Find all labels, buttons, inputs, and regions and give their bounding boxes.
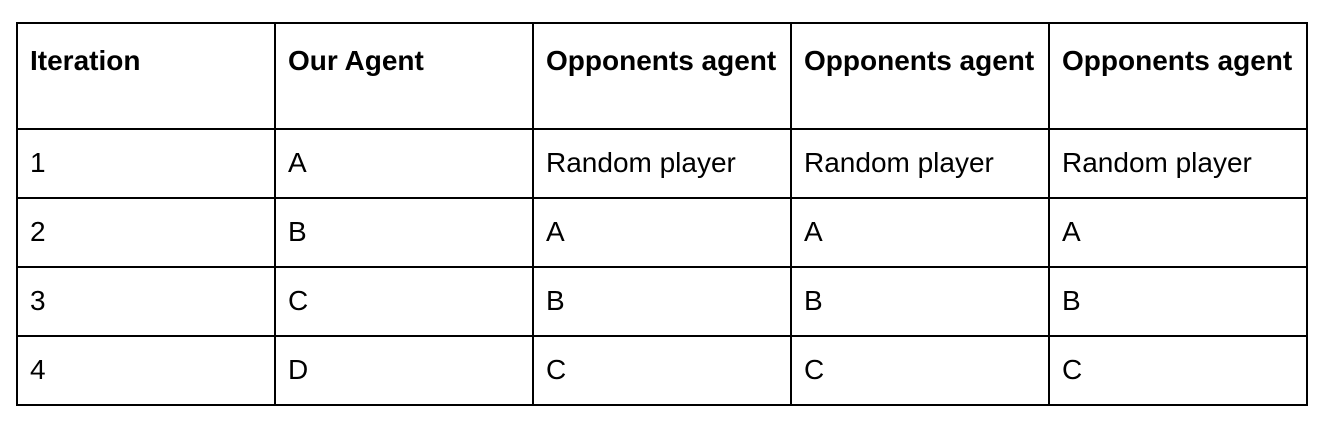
cell-our-agent: B xyxy=(274,197,534,268)
table-row: 3 C B B B xyxy=(16,266,1308,337)
cell-our-agent: C xyxy=(274,266,534,337)
cell-opponent-1: Random player xyxy=(532,128,792,199)
cell-opponent-3: Random player xyxy=(1048,128,1308,199)
cell-iteration: 4 xyxy=(16,335,276,406)
cell-opponent-2: Random player xyxy=(790,128,1050,199)
cell-iteration: 1 xyxy=(16,128,276,199)
table-row: 2 B A A A xyxy=(16,197,1308,268)
header-opponents-agent-1: Opponents agent xyxy=(532,22,792,130)
cell-opponent-2: A xyxy=(790,197,1050,268)
cell-opponent-2: C xyxy=(790,335,1050,406)
cell-opponent-3: C xyxy=(1048,335,1308,406)
cell-opponent-3: A xyxy=(1048,197,1308,268)
iteration-table: Iteration Our Agent Opponents agent Oppo… xyxy=(16,22,1308,406)
header-row: Iteration Our Agent Opponents agent Oppo… xyxy=(16,22,1308,130)
table-row: 4 D C C C xyxy=(16,335,1308,406)
table-container: Iteration Our Agent Opponents agent Oppo… xyxy=(16,22,1308,406)
cell-our-agent: A xyxy=(274,128,534,199)
cell-opponent-1: A xyxy=(532,197,792,268)
header-iteration: Iteration xyxy=(16,22,276,130)
cell-our-agent: D xyxy=(274,335,534,406)
cell-opponent-2: B xyxy=(790,266,1050,337)
cell-opponent-1: B xyxy=(532,266,792,337)
header-opponents-agent-2: Opponents agent xyxy=(790,22,1050,130)
header-our-agent: Our Agent xyxy=(274,22,534,130)
header-opponents-agent-3: Opponents agent xyxy=(1048,22,1308,130)
table-row: 1 A Random player Random player Random p… xyxy=(16,128,1308,199)
cell-iteration: 2 xyxy=(16,197,276,268)
cell-iteration: 3 xyxy=(16,266,276,337)
cell-opponent-1: C xyxy=(532,335,792,406)
cell-opponent-3: B xyxy=(1048,266,1308,337)
